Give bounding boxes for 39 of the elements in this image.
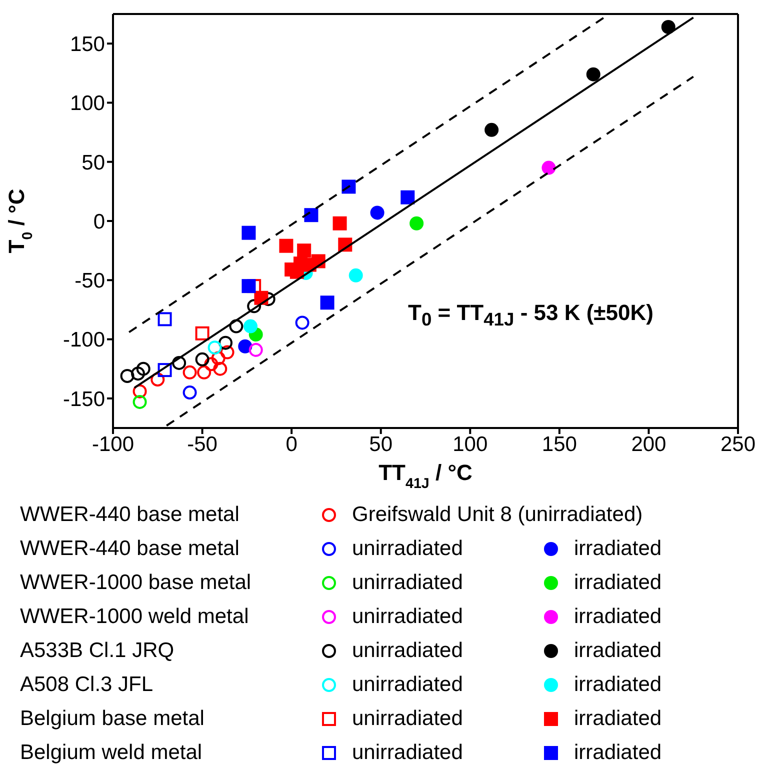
x-tick-label: 200	[631, 432, 666, 456]
legend-label: unirradiated	[352, 605, 464, 629]
x-tick-label: 100	[452, 432, 488, 456]
x-tick-label: 50	[369, 432, 393, 456]
legend-label: irradiated	[574, 605, 663, 629]
x-axis-title: TT$_{41J}$ / °C	[378, 460, 472, 492]
y-tick-label: -100	[62, 328, 105, 352]
y-tick-label: 50	[82, 151, 105, 174]
text: Belgium base metal	[20, 707, 206, 731]
legend-label: unirradiated	[352, 741, 464, 765]
text: WWER-440 base metal	[20, 537, 240, 561]
legend-label: irradiated	[574, 707, 663, 731]
legend-label: Greifswald Unit 8 (unirradiated)	[352, 503, 644, 527]
text: A508 Cl.3 JFL	[20, 673, 154, 697]
x-tick-label: -50	[187, 432, 218, 456]
legend-label: unirradiated	[352, 707, 464, 731]
legend-label: unirradiated	[352, 673, 464, 697]
x-tick-label: 150	[542, 432, 577, 456]
legend-label: irradiated	[574, 571, 663, 595]
y-tick-label: 0	[93, 210, 105, 234]
legend-label: irradiated	[574, 537, 663, 561]
legend-label: irradiated	[574, 741, 663, 765]
annotation: T$_{0}$ = TT$_{41J}$ - 53 K (±50K)	[408, 300, 654, 330]
y-tick-label: -150	[62, 388, 105, 411]
y-tick-label: 100	[70, 92, 105, 116]
legend-label: irradiated	[574, 639, 663, 663]
y-tick-label: 150	[70, 33, 105, 56]
text: WWER-440 base metal	[20, 503, 240, 527]
text: Belgium weld metal	[20, 741, 204, 765]
legend-label: unirradiated	[352, 639, 464, 663]
legend-label: irradiated	[574, 673, 663, 697]
x-tick-label: 0	[286, 432, 298, 456]
legend-label: unirradiated	[352, 537, 464, 561]
legend-label: unirradiated	[352, 571, 464, 595]
text: A533B Cl.1 JRQ	[20, 639, 176, 663]
y-tick-label: -50	[74, 270, 105, 293]
text: WWER-1000 base metal	[20, 571, 252, 595]
text: WWER-1000 weld metal	[20, 605, 250, 629]
x-tick-label: 250	[720, 432, 756, 456]
